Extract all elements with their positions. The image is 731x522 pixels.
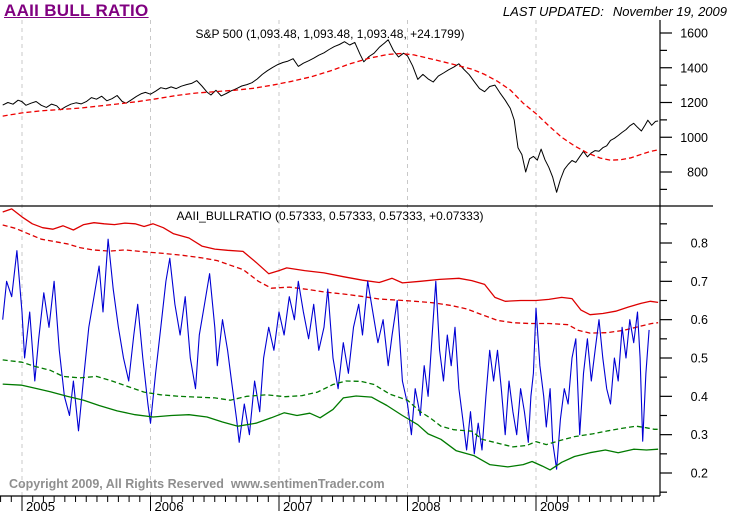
last-updated-date: November 19, 2009 (612, 4, 727, 19)
ratio-series-label: AAII_BULLRATIO (0.57333, 0.57333, 0.5733… (176, 209, 484, 223)
y-axis-label: 1000 (680, 131, 708, 145)
y-axis-label: 1200 (680, 96, 708, 110)
price-series-label: S&P 500 (1,093.48, 1,093.48, 1,093.48, +… (195, 27, 465, 41)
series-aaii-bullratio (2, 238, 650, 470)
x-year-label: 2005 (26, 499, 55, 514)
series-upper-band-outer (2, 208, 659, 316)
y-axis-label: 0.8 (691, 237, 708, 251)
y-axis-label: 0.6 (691, 313, 708, 327)
y-axis-label: 800 (687, 166, 708, 180)
x-year-label: 2008 (412, 499, 441, 514)
x-year-label: 2009 (540, 499, 569, 514)
y-axis-label: 0.2 (691, 467, 708, 481)
series-sp500-price (2, 39, 659, 193)
y-axis-label: 0.4 (691, 390, 708, 404)
page-title: AAII BULL RATIO (4, 1, 149, 20)
series-lower-band-inner (2, 359, 659, 448)
x-year-label: 2007 (283, 499, 312, 514)
y-axis-label: 0.5 (691, 352, 708, 366)
y-axis-label: 0.7 (691, 275, 708, 289)
last-updated-label: LAST UPDATED: (502, 4, 604, 19)
series-sp500-moving-average (2, 52, 659, 161)
y-axis-label: 0.3 (691, 428, 708, 442)
copyright-text: Copyright 2009, All Rights Reserved www.… (9, 477, 385, 491)
series-lower-band-outer (2, 383, 659, 471)
y-axis-label: 1400 (680, 61, 708, 75)
series-upper-band-inner (2, 224, 659, 334)
last-updated: LAST UPDATED: November 19, 2009 (503, 4, 727, 19)
y-axis-label: 1600 (680, 27, 708, 41)
x-year-label: 2006 (155, 499, 184, 514)
